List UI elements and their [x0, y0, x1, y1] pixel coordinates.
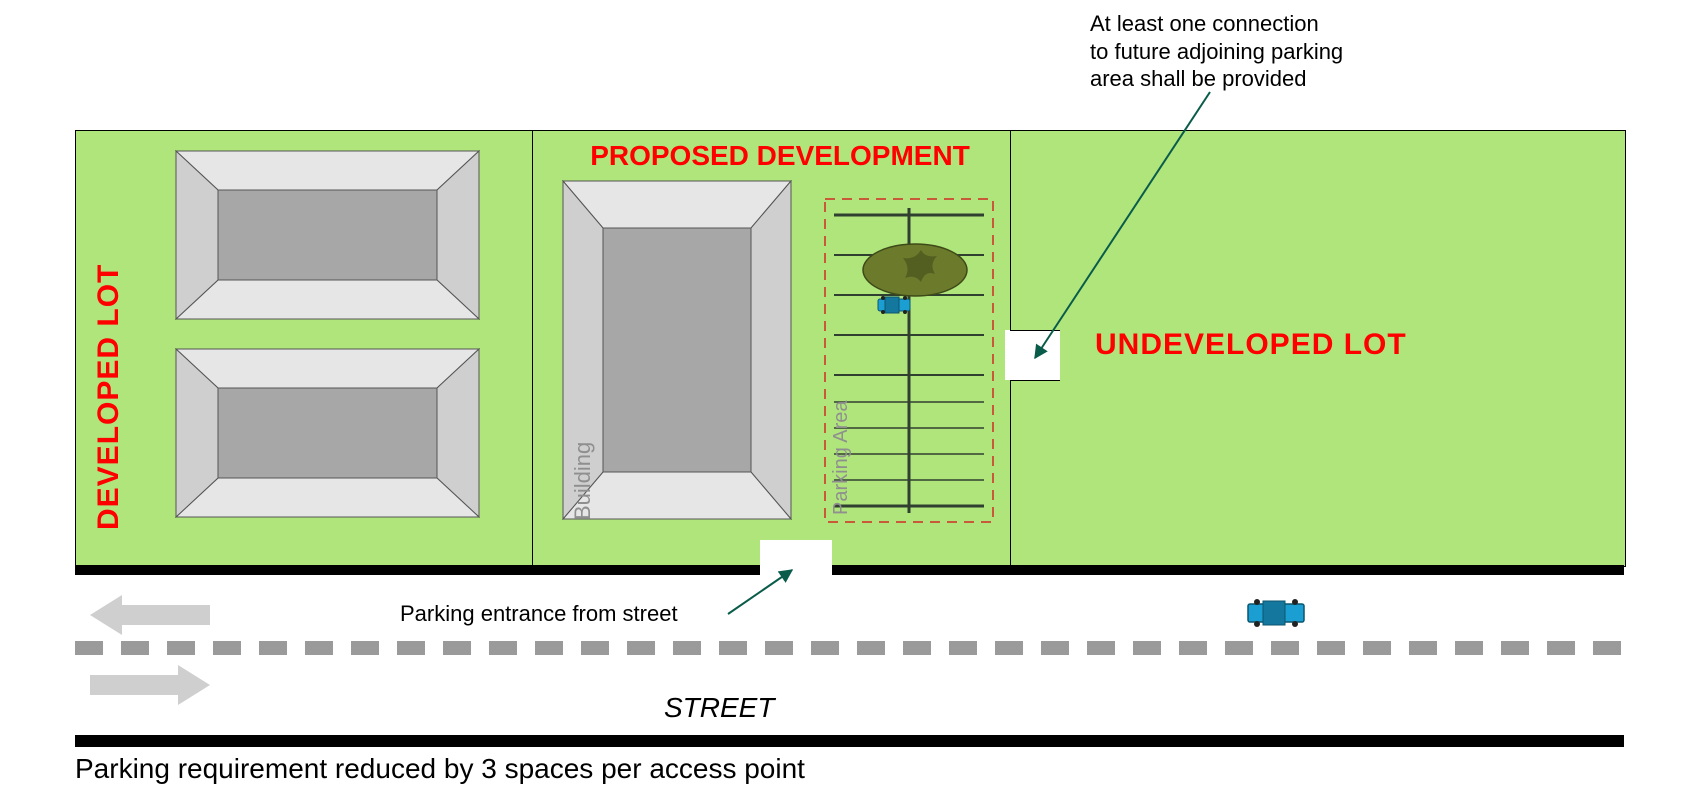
label-street: STREET: [664, 692, 774, 724]
callout-leader-entrance: [0, 0, 1689, 808]
diagram-stage: DEVELOPED LOT PROPOSED DEVELOPMENT UNDEV…: [0, 0, 1689, 808]
caption-parking-requirement: Parking requirement reduced by 3 spaces …: [75, 753, 805, 785]
